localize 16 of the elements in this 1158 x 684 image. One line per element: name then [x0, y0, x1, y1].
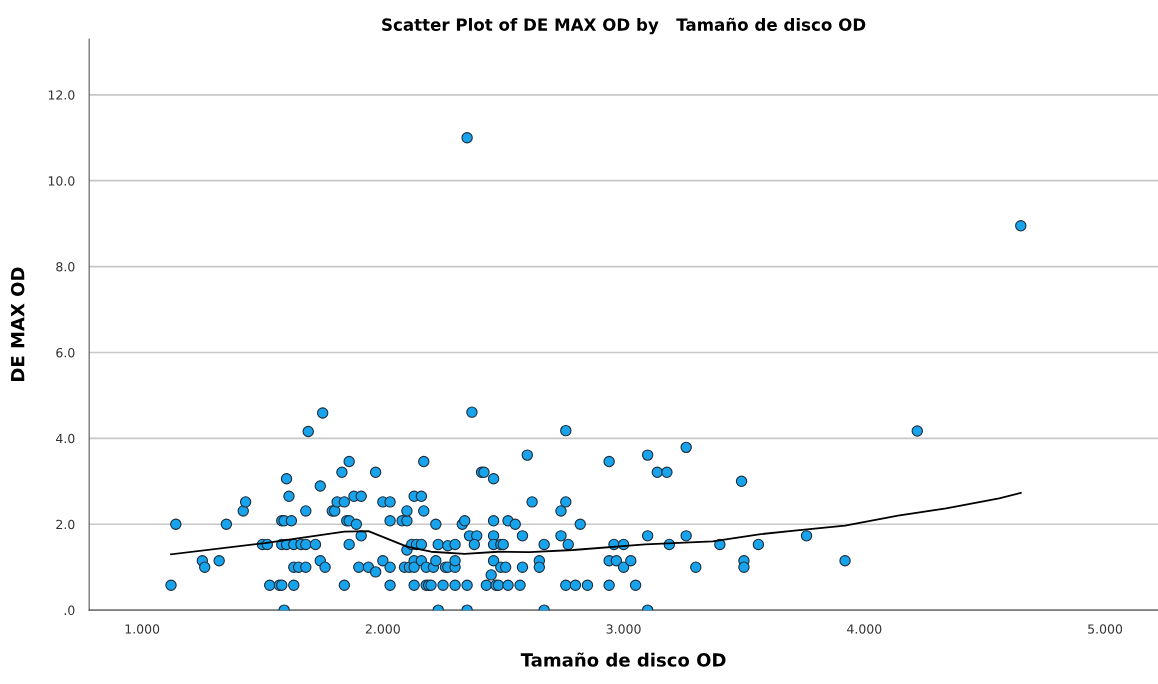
chart-title: Scatter Plot of DE MAX OD by Tamaño de disco OD [382, 17, 866, 35]
x-tick-label: 3.000 [606, 624, 641, 634]
x-tick-label: 5.000 [1088, 624, 1123, 634]
y-tick-label: .0 [64, 605, 75, 616]
y-tick-label: 8.0 [56, 262, 75, 272]
x-tick-label: 4.000 [847, 624, 882, 634]
x-tick-label: 1.000 [125, 624, 160, 634]
y-axis-title: DE MAX OD [10, 267, 25, 381]
y-tick-label: 4.0 [56, 433, 75, 444]
y-tick-label: 12.0 [48, 90, 75, 100]
y-tick-label: 2.0 [56, 519, 75, 530]
x-axis-title: Tamaño de disco OD [520, 652, 726, 667]
y-tick-label: 10.0 [48, 176, 75, 186]
x-tick-label: 2.000 [365, 624, 400, 634]
y-tick-label: 6.0 [56, 347, 75, 358]
line-series [170, 491, 1022, 556]
